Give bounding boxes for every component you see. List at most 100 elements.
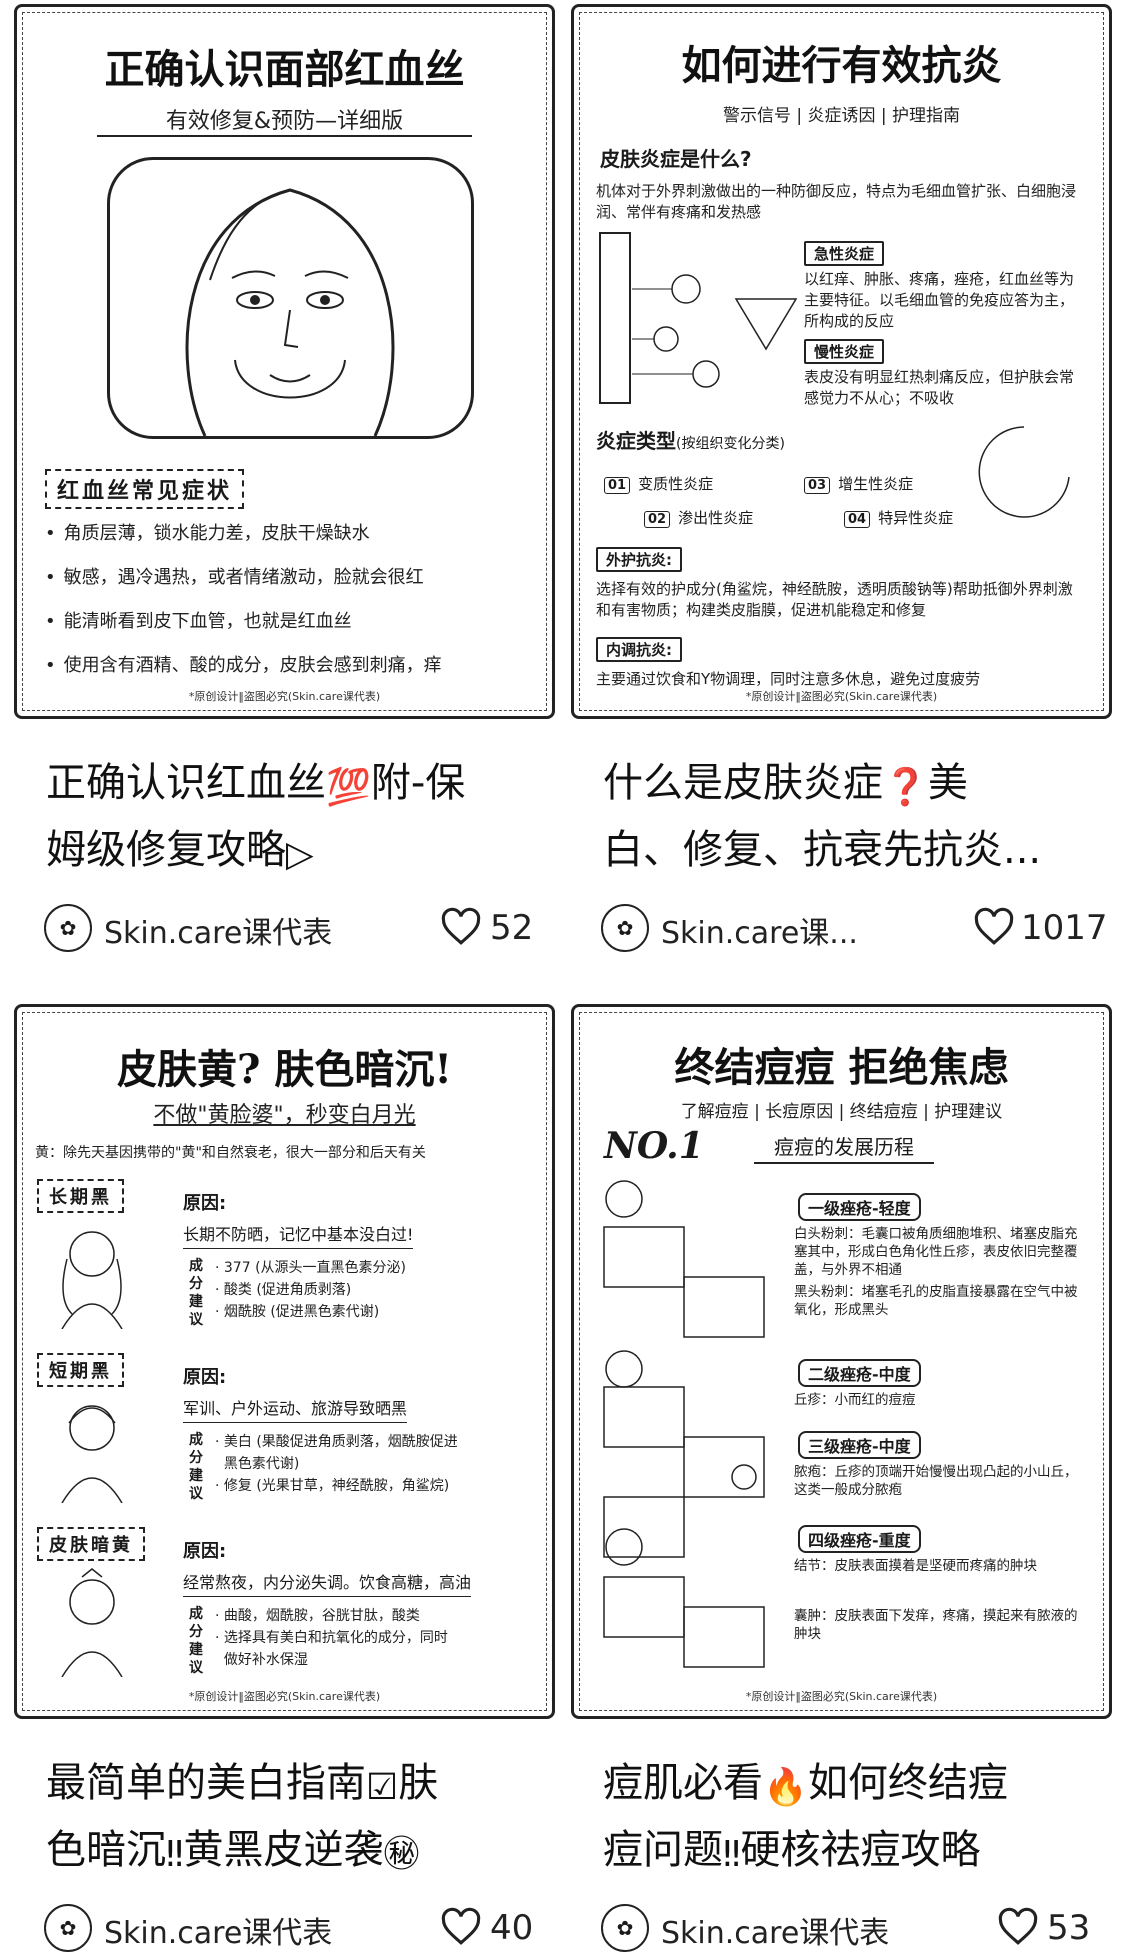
thumbnail-subtitle: 警示信号 | 炎症诱因 | 护理指南 — [722, 106, 961, 126]
reason-label: 原因: — [183, 1541, 227, 1562]
thumbnail-title: 终结痘痘 拒绝焦虑 — [674, 1044, 1009, 1091]
types-title-text: 炎症类型 — [596, 429, 676, 453]
caption-text: 附-保 — [370, 760, 466, 806]
double-exclamation-icon: ‼ — [166, 1834, 184, 1875]
card-caption[interactable]: 正确认识红血丝💯附-保 姆级修复攻略▷ — [46, 752, 536, 886]
avatar[interactable]: ✿ — [601, 904, 649, 952]
symptom-bullet: 能清晰看到皮下血管，也就是红血丝 — [45, 607, 352, 633]
stage-label: 四级痤疮-重度 — [798, 1525, 921, 1553]
internal-label: 内调抗炎: — [596, 637, 682, 662]
thumbnail-subtitle: 不做"黄脸婆"，秒变白月光 — [153, 1103, 416, 1128]
card-meta: ✿ Skin.care课代表 40 — [44, 1904, 544, 1956]
card-thumbnail[interactable]: 如何进行有效抗炎 警示信号 | 炎症诱因 | 护理指南 皮肤炎症是什么? 机体对… — [571, 4, 1112, 719]
advice-item: · 选择具有美白和抗氧化的成分，同时 — [215, 1630, 448, 1646]
reason-label: 原因: — [183, 1367, 227, 1388]
author-name[interactable]: Skin.care课代表 — [661, 1916, 890, 1951]
play-icon: ▷ — [286, 834, 314, 875]
advice-item: 做好补水保湿 — [215, 1652, 308, 1668]
100-icon: 💯 — [326, 767, 371, 808]
advice-label: 成分建议 — [189, 1606, 203, 1676]
caption-text: 肤 — [398, 1760, 439, 1806]
author-name[interactable]: Skin.care课代表 — [104, 1916, 333, 1951]
advice-item: · 美白 (果酸促进角质剥落，烟酰胺促进 — [215, 1434, 458, 1450]
card-thumbnail[interactable]: 正确认识面部红血丝 有效修复&预防—详细版 红血丝常见症状 角质层薄，锁水能力差… — [14, 4, 555, 719]
types-note: (按组织变化分类) — [676, 436, 785, 452]
avatar[interactable]: ✿ — [44, 904, 92, 952]
thumbnail-title: 正确认识面部红血丝 — [104, 46, 465, 93]
section-number: NO.1 — [604, 1125, 704, 1167]
section-title: 痘痘的发展历程 — [754, 1131, 934, 1164]
symptom-bullet: 角质层薄，锁水能力差，皮肤干燥缺水 — [45, 519, 370, 545]
question-text: 机体对于外界刺激做出的一种防御反应，特点为毛细血管扩张、白细胞浸润、常伴有疼痛和… — [596, 182, 1077, 221]
caption-text: 如何终结痘 — [807, 1760, 1008, 1806]
thumbnail-frame — [22, 1012, 547, 1711]
type-item: 04 特异性炎症 — [844, 507, 953, 528]
divider — [97, 135, 472, 137]
circle-sketch — [978, 426, 1070, 518]
type-item: 02 渗出性炎症 — [644, 507, 753, 528]
thumbnail-frame — [22, 12, 547, 711]
external-label: 外护抗炎: — [596, 547, 682, 572]
stage-text: 白头粉刺：毛囊口被角质细胞堆积、堵塞皮脂充塞其中，形成白色角化性丘疹，表皮依旧完… — [794, 1226, 1078, 1278]
girl-sketch — [61, 1568, 123, 1677]
chronic-text: 表皮没有明显红热刺痛反应，但护肤会常感觉力不从心；不吸收 — [804, 368, 1075, 407]
feed-card[interactable]: 如何进行有效抗炎 警示信号 | 炎症诱因 | 护理指南 皮肤炎症是什么? 机体对… — [571, 4, 1112, 952]
avatar[interactable]: ✿ — [601, 1904, 649, 1952]
card-thumbnail[interactable]: 终结痘痘 拒绝焦虑 了解痘痘 | 长痘原因 | 终结痘痘 | 护理建议 NO.1… — [571, 1004, 1112, 1719]
advice-item: · 377 (从源头一直黑色素分泌) — [215, 1260, 406, 1276]
heart-icon[interactable] — [973, 906, 1015, 948]
feed-card[interactable]: 终结痘痘 拒绝焦虑 了解痘痘 | 长痘原因 | 终结痘痘 | 护理建议 NO.1… — [571, 1004, 1112, 1952]
avatar[interactable]: ✿ — [44, 1904, 92, 1952]
advice-item: · 修复 (光果甘草，神经酰胺，角鲨烷) — [215, 1478, 450, 1494]
external-text: 选择有效的护成分(角鲨烷，神经酰胺，透明质酸钠等)帮助抵御外界刺激和有害物质；构… — [596, 580, 1073, 619]
caption-text: 白、修复、抗衰先抗炎... — [603, 827, 1042, 873]
caption-text: 最简单的美白指南 — [46, 1760, 366, 1806]
like-count: 52 — [490, 908, 534, 948]
acute-label: 急性炎症 — [804, 241, 885, 266]
reason-text: 经常熬夜，内分泌失调。饮食高糖，高油 — [183, 1569, 472, 1597]
types-title: 炎症类型(按组织变化分类) — [596, 425, 785, 454]
type-item: 03 增生性炎症 — [804, 473, 913, 494]
stage-label: 一级痤疮-轻度 — [798, 1193, 921, 1221]
reason-text: 长期不防晒，记忆中基本没白过! — [183, 1221, 414, 1249]
thumbnail-title: 皮肤黄? 肤色暗沉! — [117, 1046, 452, 1093]
feed-card[interactable]: 正确认识面部红血丝 有效修复&预防—详细版 红血丝常见症状 角质层薄，锁水能力差… — [14, 4, 555, 952]
reason-text: 军训、户外运动、旅游导致晒黑 — [183, 1395, 408, 1423]
caption-text: 色暗沉 — [46, 1827, 166, 1873]
stage-text: 结节：皮肤表面摸着是坚硬而疼痛的肿块 — [794, 1558, 1037, 1574]
caption-text: 正确认识红血丝 — [46, 760, 326, 806]
thumbnail-subtitle: 了解痘痘 | 长痘原因 | 终结痘痘 | 护理建议 — [680, 1102, 1003, 1122]
like-count: 53 — [1047, 1908, 1091, 1948]
heart-icon[interactable] — [997, 1906, 1039, 1948]
heart-icon[interactable] — [440, 906, 482, 948]
card-caption[interactable]: 痘肌必看🔥如何终结痘 痘问题‼硬核祛痘攻略 — [603, 1752, 1093, 1886]
intro-text: 黄：除先天基因携带的"黄"和自然衰老，很大一部分和后天有关 — [35, 1145, 426, 1161]
question-title: 皮肤炎症是什么? — [600, 147, 752, 171]
fire-icon: 🔥 — [763, 1767, 808, 1808]
internal-text: 主要通过饮食和Y物调理，同时注意多休息，避免过度疲劳 — [596, 670, 981, 688]
caption-text: 姆级修复攻略 — [46, 827, 286, 873]
girl-sketch — [61, 1231, 123, 1329]
acute-text: 以红痒、肿胀、疼痛，痤疮，红血丝等为主要特征。以毛细血管的免疫应答为主，所构成的… — [804, 270, 1075, 330]
reason-label: 原因: — [183, 1193, 227, 1214]
group-tag: 长期黑 — [37, 1179, 124, 1213]
copyright-note: *原创设计‖盗图必究(Skin.care课代表) — [745, 1690, 938, 1703]
symptom-bullet: 使用含有酒精、酸的成分，皮肤会感到刺痛，痒 — [45, 651, 442, 677]
card-caption[interactable]: 什么是皮肤炎症 ❓美 白、修复、抗衰先抗炎... — [603, 752, 1093, 881]
advice-item: · 酸类 (促进角质剥落) — [215, 1282, 352, 1298]
feed-card[interactable]: 皮肤黄? 肤色暗沉! 不做"黄脸婆"，秒变白月光 黄：除先天基因携带的"黄"和自… — [14, 1004, 555, 1952]
group-tag: 短期黑 — [37, 1353, 124, 1387]
stage-label: 三级痤疮-中度 — [798, 1431, 921, 1459]
stage-text: 囊肿：皮肤表面下发痒，疼痛，摸起来有脓液的肿块 — [794, 1608, 1078, 1642]
card-caption[interactable]: 最简单的美白指南☑肤 色暗沉‼黄黑皮逆袭㊙ — [46, 1752, 536, 1886]
advice-item: · 烟酰胺 (促进黑色素代谢) — [215, 1304, 380, 1320]
author-name[interactable]: Skin.care课代表 — [104, 916, 333, 951]
inflammation-diagram — [599, 232, 798, 404]
caption-text: 美 — [927, 760, 968, 806]
thumbnail-frame — [579, 1012, 1104, 1711]
author-name[interactable]: Skin.care课... — [661, 916, 858, 951]
card-thumbnail[interactable]: 皮肤黄? 肤色暗沉! 不做"黄脸婆"，秒变白月光 黄：除先天基因携带的"黄"和自… — [14, 1004, 555, 1719]
heart-icon[interactable] — [440, 1906, 482, 1948]
like-count: 1017 — [1021, 908, 1108, 948]
card-meta: ✿ Skin.care课... 1017 — [601, 904, 1108, 956]
